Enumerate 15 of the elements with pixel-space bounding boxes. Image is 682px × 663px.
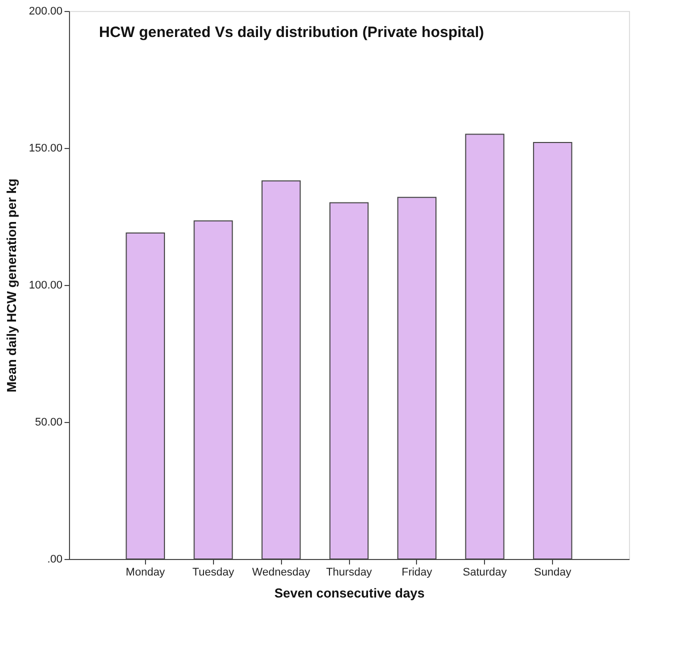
y-tick-label: 100.00 (28, 280, 62, 292)
y-tick-label: 50.00 (34, 416, 62, 428)
text: HCW generated Vs daily distribution (Private hospital) (99, 24, 484, 41)
y-tick-label: .00 (47, 554, 62, 566)
x-tick-label: Thursday (326, 566, 372, 578)
x-tick-label: Monday (126, 566, 166, 578)
x-tick-label: Tuesday (192, 566, 235, 578)
y-axis-title: Mean daily HCW generation per kg (4, 178, 19, 392)
x-tick-label: Saturday (462, 566, 508, 578)
x-tick-label: Sunday (534, 566, 572, 578)
x-axis-title: Seven consecutive days (274, 586, 425, 600)
y-tick-label: 150.00 (28, 142, 62, 154)
x-tick-label: Friday (402, 566, 433, 578)
y-tick-label: 200.00 (28, 6, 62, 18)
x-tick-label: Wednesday (252, 566, 311, 578)
